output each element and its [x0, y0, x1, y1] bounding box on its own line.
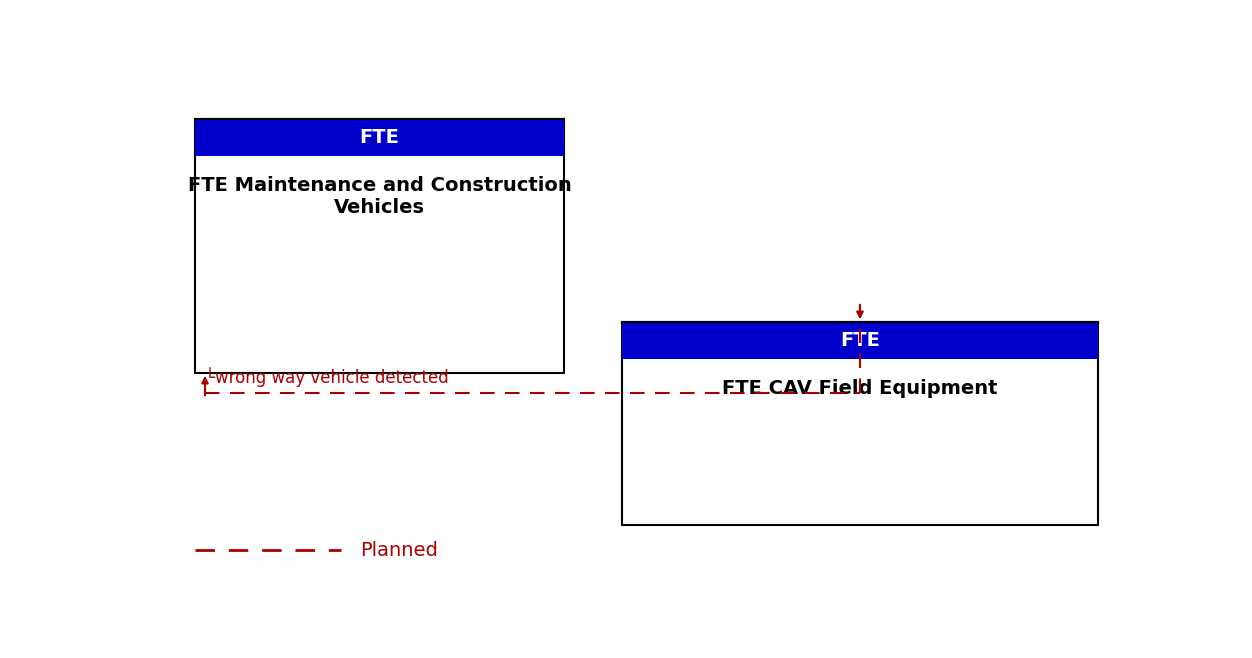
Bar	[195, 120, 563, 373]
Text: FTE Maintenance and Construction
Vehicles: FTE Maintenance and Construction Vehicle…	[188, 176, 572, 217]
Bar	[622, 322, 1098, 359]
Bar	[622, 322, 1098, 525]
Bar	[195, 120, 563, 156]
Text: Planned: Planned	[361, 541, 438, 560]
Text: └wrong way vehicle detected: └wrong way vehicle detected	[205, 367, 448, 387]
Text: FTE: FTE	[840, 331, 880, 350]
Text: FTE CAV Field Equipment: FTE CAV Field Equipment	[722, 379, 998, 398]
Text: FTE: FTE	[359, 128, 399, 147]
